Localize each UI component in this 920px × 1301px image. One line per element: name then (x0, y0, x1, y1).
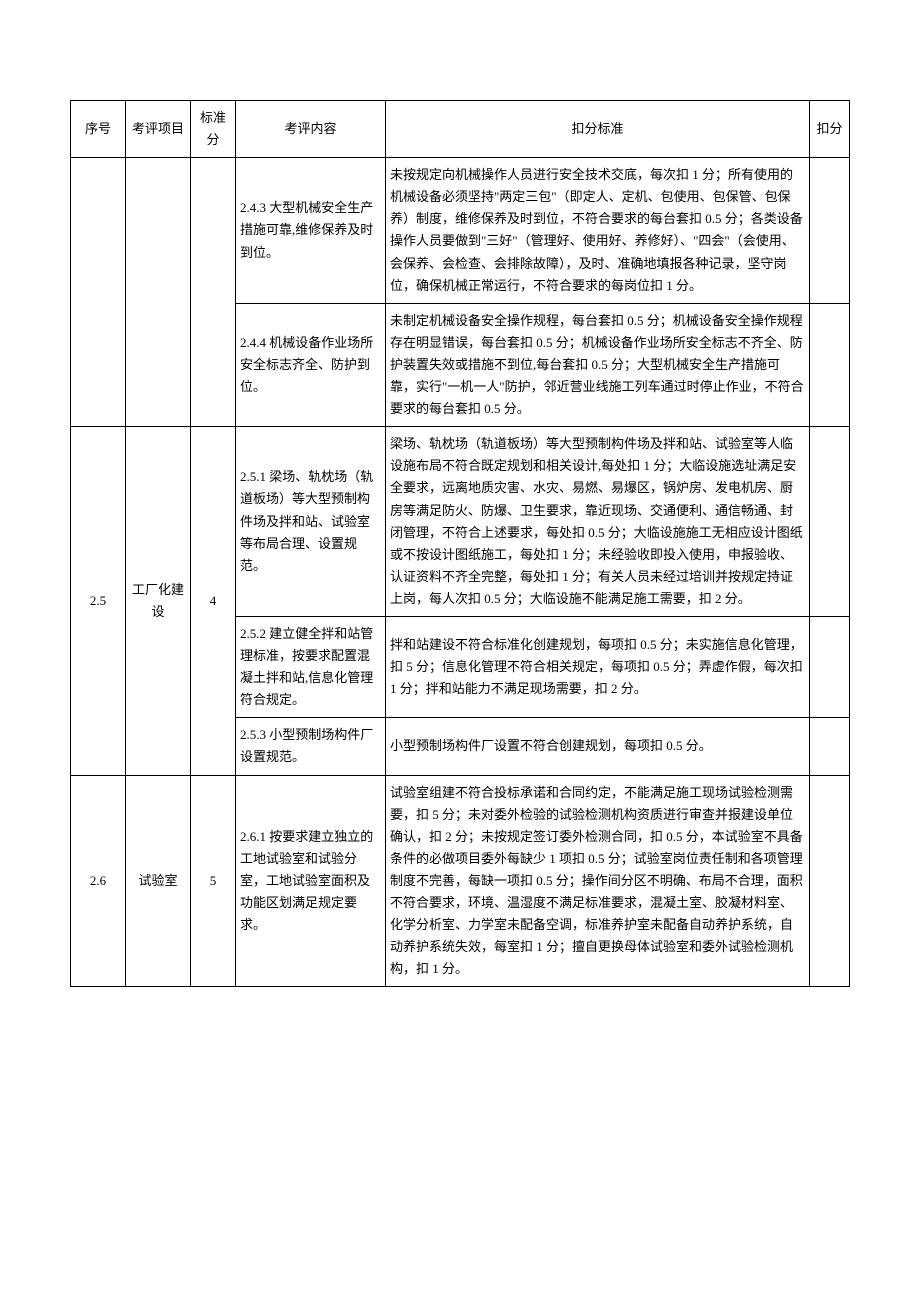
cell-criteria: 小型预制场构件厂设置不符合创建规划，每项扣 0.5 分。 (386, 718, 810, 775)
cell-deduct (810, 775, 850, 987)
cell-criteria: 未制定机械设备安全操作规程，每台套扣 0.5 分；机械设备安全操作规程存在明显错… (386, 303, 810, 426)
evaluation-table: 序号 考评项目 标准分 考评内容 扣分标准 扣分 2.4.3 大型机械安全生产措… (70, 100, 850, 987)
cell-criteria: 试验室组建不符合投标承诺和合同约定，不能满足施工现场试验检测需要，扣 5 分；未… (386, 775, 810, 987)
cell-item: 工厂化建设 (126, 427, 191, 775)
cell-seq: 2.5 (71, 427, 126, 775)
table-row: 2.6 试验室 5 2.6.1 按要求建立独立的工地试验室和试验分室，工地试验室… (71, 775, 850, 987)
cell-deduct (810, 427, 850, 617)
cell-score (191, 158, 236, 427)
header-seq: 序号 (71, 101, 126, 158)
cell-seq: 2.6 (71, 775, 126, 987)
cell-content: 2.5.1 梁场、轨枕场（轨道板场）等大型预制构件场及拌和站、试验室等布局合理、… (236, 427, 386, 617)
table-header: 序号 考评项目 标准分 考评内容 扣分标准 扣分 (71, 101, 850, 158)
table-row: 2.5 工厂化建设 4 2.5.1 梁场、轨枕场（轨道板场）等大型预制构件场及拌… (71, 427, 850, 617)
cell-content: 2.5.2 建立健全拌和站管理标准，按要求配置混凝土拌和站,信息化管理符合规定。 (236, 616, 386, 717)
cell-deduct (810, 616, 850, 717)
cell-item (126, 158, 191, 427)
cell-content: 2.4.4 机械设备作业场所安全标志齐全、防护到位。 (236, 303, 386, 426)
header-deduct: 扣分 (810, 101, 850, 158)
cell-criteria: 拌和站建设不符合标准化创建规划，每项扣 0.5 分；未实施信息化管理，扣 5 分… (386, 616, 810, 717)
cell-deduct (810, 303, 850, 426)
cell-seq (71, 158, 126, 427)
cell-score: 4 (191, 427, 236, 775)
header-item: 考评项目 (126, 101, 191, 158)
cell-criteria: 未按规定向机械操作人员进行安全技术交底，每次扣 1 分；所有使用的机械设备必须坚… (386, 158, 810, 304)
header-score: 标准分 (191, 101, 236, 158)
cell-score: 5 (191, 775, 236, 987)
cell-deduct (810, 718, 850, 775)
table-row: 2.4.3 大型机械安全生产措施可靠,维修保养及时到位。 未按规定向机械操作人员… (71, 158, 850, 304)
table-body: 2.4.3 大型机械安全生产措施可靠,维修保养及时到位。 未按规定向机械操作人员… (71, 158, 850, 987)
cell-deduct (810, 158, 850, 304)
cell-content: 2.5.3 小型预制场构件厂设置规范。 (236, 718, 386, 775)
cell-item: 试验室 (126, 775, 191, 987)
header-criteria: 扣分标准 (386, 101, 810, 158)
header-content: 考评内容 (236, 101, 386, 158)
cell-criteria: 梁场、轨枕场（轨道板场）等大型预制构件场及拌和站、试验室等人临设施布局不符合既定… (386, 427, 810, 617)
cell-content: 2.6.1 按要求建立独立的工地试验室和试验分室，工地试验室面积及功能区划满足规… (236, 775, 386, 987)
cell-content: 2.4.3 大型机械安全生产措施可靠,维修保养及时到位。 (236, 158, 386, 304)
